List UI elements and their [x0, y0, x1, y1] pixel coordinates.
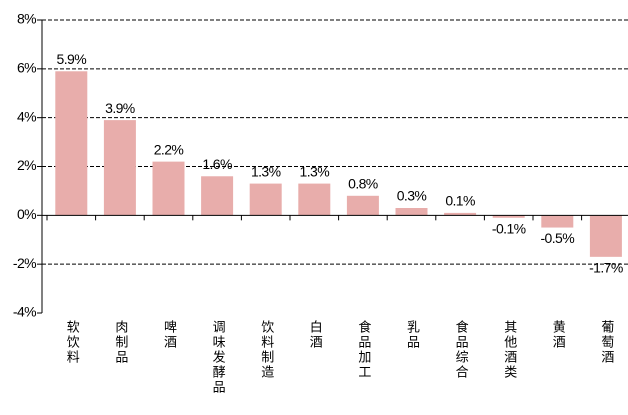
x-tick-label: 肉制品 [112, 320, 128, 365]
bar [444, 212, 477, 216]
x-tick-label: 乳品 [404, 320, 420, 350]
x-tick-label: 调味发酵品 [210, 320, 226, 395]
value-label: -0.1% [492, 220, 526, 236]
bar [492, 215, 525, 218]
y-tick-label: -2% [13, 255, 36, 271]
value-label: 3.9% [105, 100, 135, 116]
value-label: 2.2% [154, 141, 184, 157]
y-tick-label: 8% [17, 11, 36, 27]
value-label: 1.3% [300, 163, 330, 179]
value-label: 5.9% [57, 51, 87, 67]
y-tick-label: 0% [17, 206, 36, 222]
bar [395, 208, 428, 216]
y-tick-label: 4% [17, 108, 36, 124]
value-label: 1.3% [251, 163, 281, 179]
x-tick-label: 其他酒类 [501, 320, 517, 380]
value-label: 0.1% [445, 193, 475, 209]
bar [103, 120, 136, 216]
value-label: 0.8% [348, 176, 378, 192]
bar [346, 195, 379, 216]
x-tick-label: 黄酒 [550, 320, 566, 350]
bar [249, 183, 282, 216]
x-tick-label: 软饮料 [64, 320, 80, 365]
value-label: 1.6% [202, 156, 232, 172]
x-tick-label: 食品综合 [453, 319, 469, 380]
y-tick-label: 6% [17, 60, 36, 76]
bar [152, 161, 185, 216]
bar [55, 71, 88, 216]
bar [541, 215, 574, 228]
x-tick-label: 白酒 [307, 319, 323, 350]
bar [589, 215, 622, 257]
bar [298, 183, 331, 216]
x-tick-label: 葡萄酒 [598, 320, 614, 365]
x-tick-label: 啤酒 [161, 320, 177, 350]
x-tick-label: 饮料制造 [258, 320, 274, 380]
y-tick-label: 2% [17, 157, 36, 173]
bar [201, 176, 234, 216]
y-tick-label: -4% [13, 304, 36, 320]
value-label: -1.7% [589, 260, 623, 276]
value-label: -0.5% [541, 230, 575, 246]
x-tick-label: 食品加工 [355, 319, 371, 380]
value-label: 0.3% [397, 188, 427, 204]
